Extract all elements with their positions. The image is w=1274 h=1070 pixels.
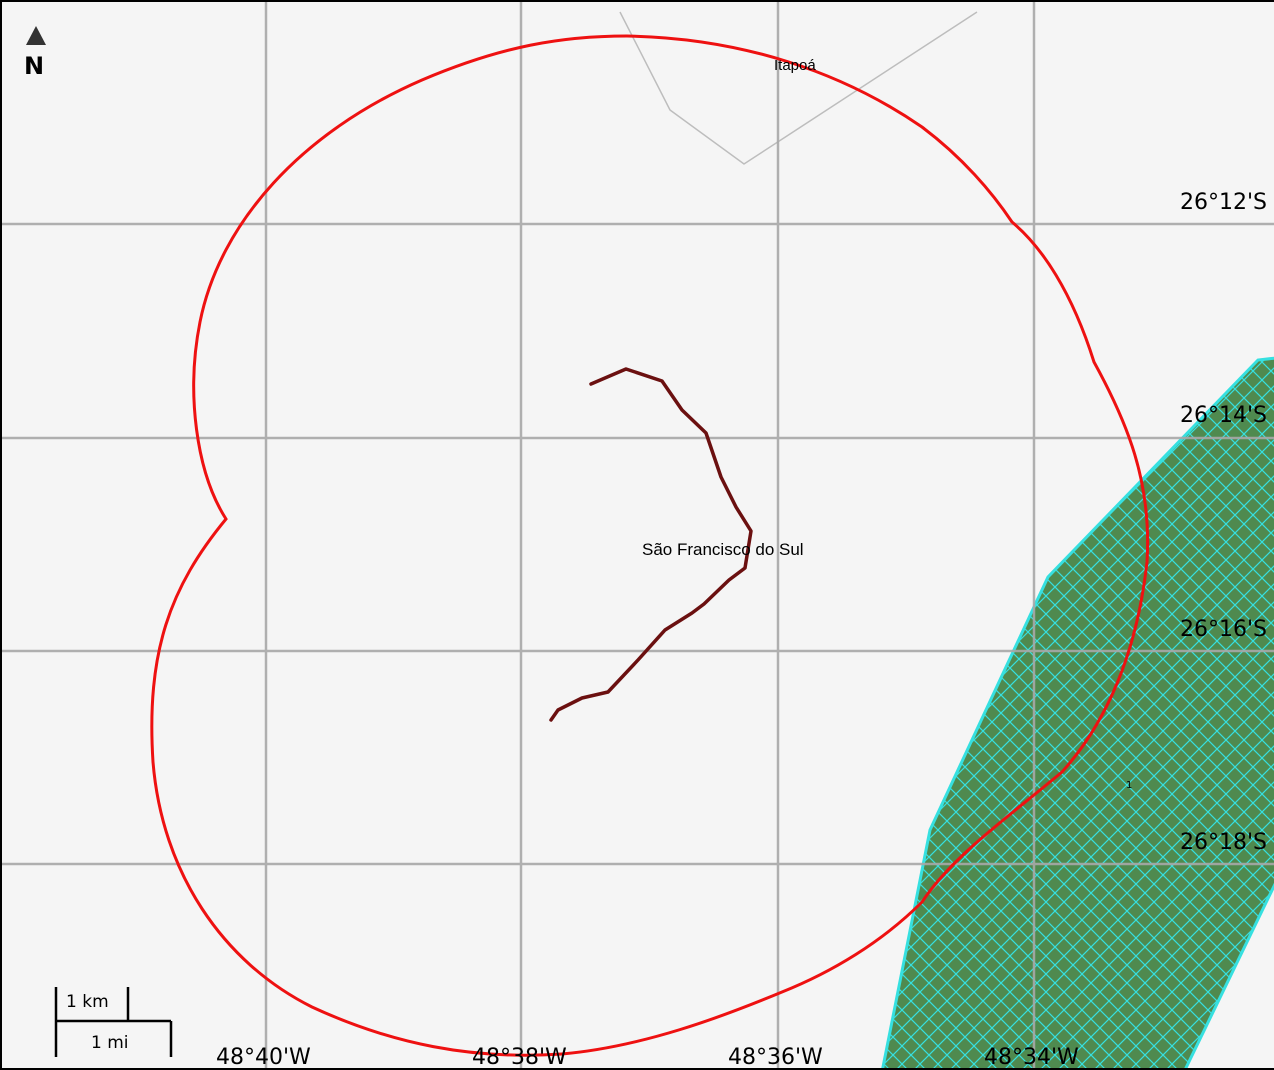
longitude-label-48-34: 48°34'W [984, 1045, 1079, 1070]
north-arrow: N [24, 26, 46, 80]
place-label-itapoa: Itapoá [774, 57, 816, 74]
north-arrow-icon [26, 26, 46, 45]
longitude-label-48-40: 48°40'W [216, 1045, 311, 1070]
longitude-label-48-38: 48°38'W [472, 1045, 567, 1070]
buffer-zone-outline[interactable] [150, 34, 1150, 1057]
scale-label-km: 1 km [66, 992, 109, 1012]
cable-route-line[interactable] [549, 367, 753, 722]
protected-area-polygon[interactable] [881, 356, 1274, 1070]
scale-label-mi: 1 mi [91, 1033, 129, 1053]
municipal-boundary-line [619, 11, 978, 165]
latitude-label-26-14: 26°14'S [1180, 403, 1267, 428]
latitude-label-26-18: 26°18'S [1180, 830, 1267, 855]
feature-marker-label: 1 [1126, 780, 1132, 791]
place-label-sao-francisco: São Francisco do Sul [642, 540, 804, 559]
scale-bar [54, 987, 173, 1057]
north-arrow-label: N [24, 52, 44, 80]
latitude-label-26-16: 26°16'S [1180, 617, 1267, 642]
longitude-label-48-36: 48°36'W [728, 1045, 823, 1070]
latitude-label-26-12: 26°12'S [1180, 190, 1267, 215]
